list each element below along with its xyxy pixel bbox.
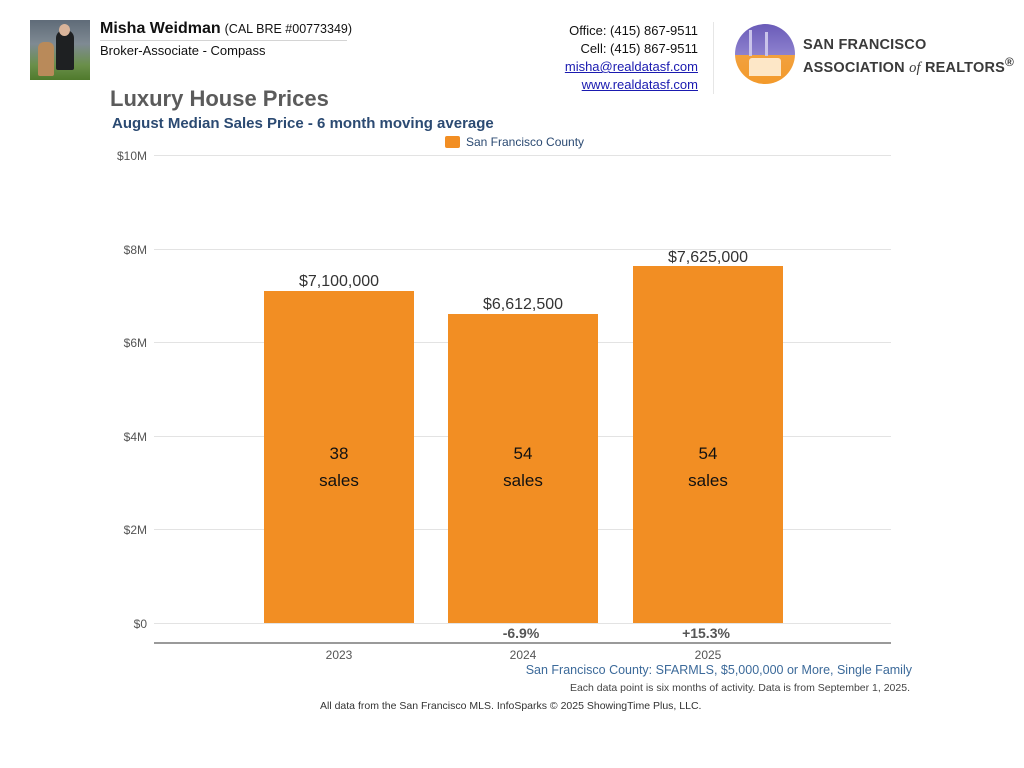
y-tick-label: $4M xyxy=(123,430,147,444)
sales-word: sales xyxy=(503,471,543,490)
association-line-1: San Francisco xyxy=(803,37,927,53)
bar-2025[interactable] xyxy=(633,266,783,623)
gridline xyxy=(154,155,891,156)
sales-count: 54 xyxy=(513,444,533,463)
sales-count-label: 54 sales xyxy=(503,440,543,494)
name-divider xyxy=(100,40,347,41)
license-number: (CAL BRE #00773349) xyxy=(224,22,353,36)
agent-name: Misha Weidman (CAL BRE #00773349) xyxy=(100,20,352,38)
sfar-logo-icon xyxy=(735,24,795,84)
gridline xyxy=(154,623,891,624)
contact-block: Office: (415) 867-9511 Cell: (415) 867-9… xyxy=(565,22,698,94)
agent-title: Broker-Associate - Compass xyxy=(100,43,266,58)
sales-count: 38 xyxy=(329,444,349,463)
association-of: of xyxy=(909,59,921,76)
sales-count: 54 xyxy=(698,444,718,463)
bar-2024[interactable] xyxy=(448,314,598,623)
sales-count-label: 54 sales xyxy=(688,440,728,494)
agent-photo xyxy=(30,20,90,80)
x-tick-label: 2024 xyxy=(509,648,537,662)
x-tick-label: 2025 xyxy=(694,648,722,662)
association-name: San Francisco Association of Realtors® xyxy=(803,37,1014,77)
y-tick-label: $8M xyxy=(123,243,147,257)
y-tick-label: $0 xyxy=(133,617,147,631)
legend-label: San Francisco County xyxy=(466,135,585,149)
bridge-tower-icon xyxy=(749,30,752,56)
person-figure xyxy=(56,30,74,70)
data-source: San Francisco County: SFARMLS, $5,000,00… xyxy=(525,663,912,677)
agent-name-text: Misha Weidman xyxy=(100,20,221,37)
bar-2023[interactable] xyxy=(264,291,414,623)
office-phone: Office: (415) 867-9511 xyxy=(569,23,698,38)
pct-change-2025: +15.3% xyxy=(682,625,730,641)
houses-icon xyxy=(749,58,781,76)
pct-change-2024: -6.9% xyxy=(502,625,540,641)
chart-title: Luxury House Prices xyxy=(110,86,329,111)
dog-figure xyxy=(38,42,54,76)
realtors-word: Realtors xyxy=(924,59,1005,76)
legend-swatch xyxy=(445,136,460,148)
gridline xyxy=(154,249,891,250)
email-link[interactable]: misha@realdatasf.com xyxy=(564,59,698,74)
y-tick-label: $2M xyxy=(123,523,147,537)
y-tick-label: $10M xyxy=(116,149,147,163)
bar-value-label: $7,100,000 xyxy=(298,273,380,290)
footer-credit: All data from the San Francisco MLS. Inf… xyxy=(320,700,702,712)
y-tick-label: $6M xyxy=(123,336,147,350)
data-note: Each data point is six months of activit… xyxy=(569,682,910,694)
chart-legend: San Francisco County xyxy=(445,135,584,149)
registered-mark: ® xyxy=(1005,55,1015,69)
person-head xyxy=(59,24,70,36)
x-tick-label: 2023 xyxy=(325,648,353,662)
bridge-tower-icon xyxy=(765,32,768,56)
chart-subtitle: August Median Sales Price - 6 month movi… xyxy=(112,115,494,132)
association-word: Association xyxy=(803,59,905,76)
website-link[interactable]: www.realdatasf.com xyxy=(581,77,698,92)
bar-value-label: $7,625,000 xyxy=(667,249,749,266)
sales-word: sales xyxy=(688,471,728,490)
bar-value-label: $6,612,500 xyxy=(482,296,564,313)
cell-phone: Cell: (415) 867-9511 xyxy=(580,41,698,56)
association-line-2: Association of Realtors® xyxy=(803,54,1014,77)
sales-word: sales xyxy=(319,471,359,490)
x-axis-line xyxy=(154,642,891,644)
sales-count-label: 38 sales xyxy=(319,440,359,494)
header-divider xyxy=(713,22,714,94)
